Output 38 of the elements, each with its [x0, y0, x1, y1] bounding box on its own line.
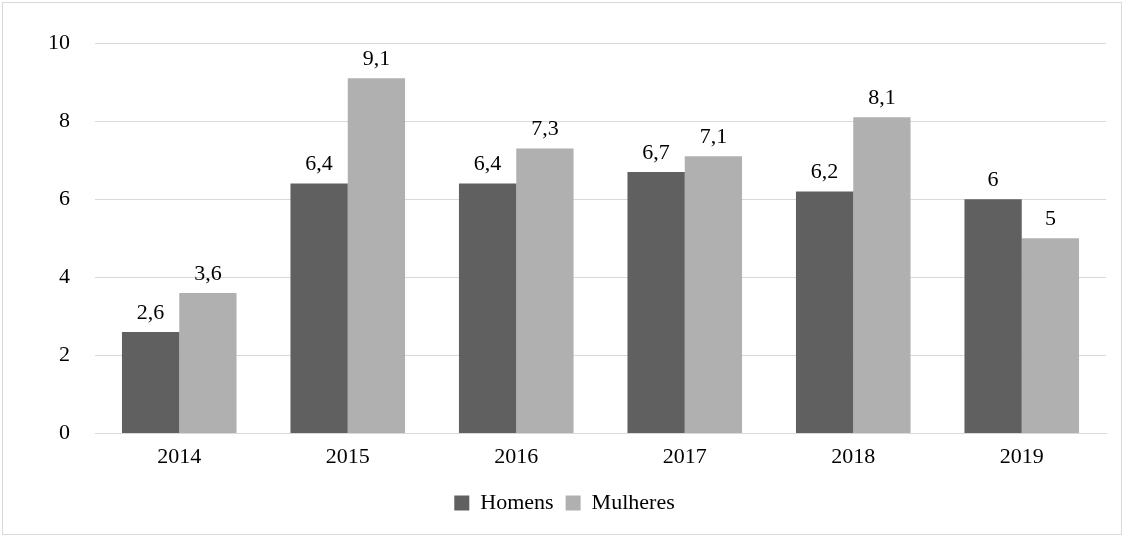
data-label: 6,7 — [642, 138, 670, 164]
bar — [684, 156, 743, 434]
bar — [179, 292, 237, 434]
bar — [347, 78, 406, 434]
y-tick-label: 0 — [59, 419, 70, 445]
bar — [853, 117, 911, 434]
data-label: 6,4 — [305, 150, 333, 176]
legend-label: Homens — [480, 488, 554, 514]
bar — [627, 171, 685, 434]
data-label: 6,4 — [473, 150, 502, 176]
y-tick-label: 8 — [59, 106, 70, 132]
bar — [458, 183, 517, 434]
data-label: 7,3 — [531, 115, 559, 141]
y-tick-label: 4 — [59, 263, 70, 289]
bar — [1021, 238, 1080, 434]
data-label: 9,1 — [362, 44, 391, 70]
data-label: 6 — [987, 166, 999, 192]
bar — [121, 332, 180, 434]
x-tick-label: 2017 — [662, 442, 707, 468]
y-tick-label: 6 — [59, 185, 70, 211]
legend-label: Mulheres — [591, 488, 675, 514]
data-label: 5 — [1044, 205, 1056, 231]
bar — [964, 199, 1022, 434]
data-label: 6,2 — [810, 158, 839, 184]
y-tick-label: 2 — [59, 341, 70, 367]
bar — [290, 183, 348, 434]
data-label: 7,1 — [699, 123, 728, 149]
bar — [516, 148, 574, 434]
x-tick-label: 2018 — [831, 442, 876, 468]
data-label: 2,6 — [136, 298, 165, 324]
x-tick-label: 2019 — [999, 442, 1044, 468]
data-label: 3,6 — [194, 259, 222, 285]
bar — [795, 191, 854, 434]
x-tick-label: 2015 — [325, 442, 370, 468]
data-label: 8,1 — [868, 84, 896, 109]
x-tick-label: 2016 — [494, 442, 539, 468]
y-tick-label: 10 — [48, 28, 70, 54]
x-tick-label: 2014 — [157, 442, 202, 468]
